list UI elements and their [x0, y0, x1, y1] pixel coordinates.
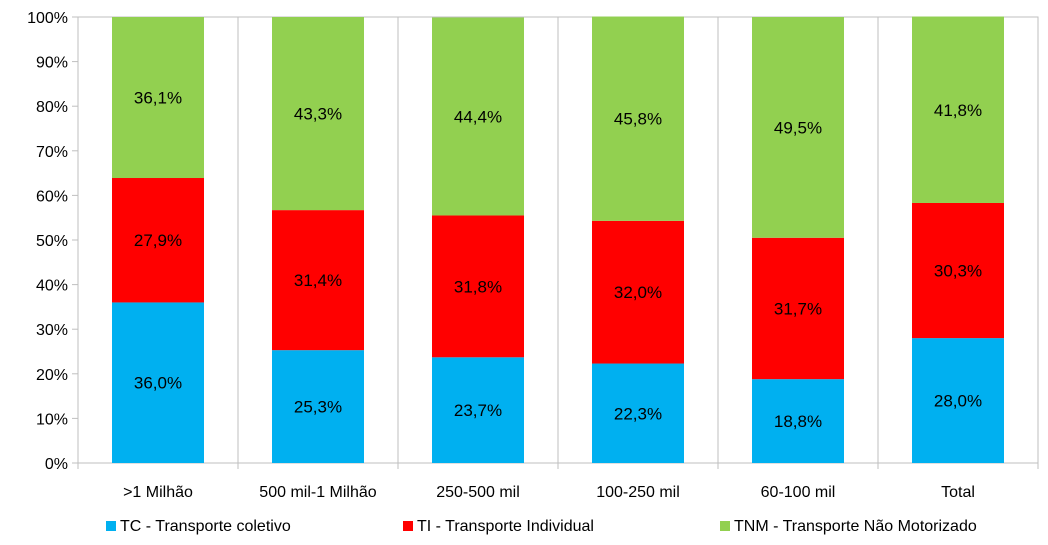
data-label: 28,0%: [934, 392, 982, 411]
x-tick-label: 250-500 mil: [436, 484, 520, 501]
data-label: 22,3%: [614, 404, 662, 423]
data-label: 45,8%: [614, 110, 662, 129]
bar-segment: [272, 210, 364, 351]
data-label: 25,3%: [294, 398, 342, 417]
legend-swatch: [720, 521, 730, 531]
data-label: 31,7%: [774, 299, 822, 318]
bar-segment: [272, 350, 364, 463]
bar-segment: [912, 16, 1004, 203]
y-tick-label: 70%: [36, 144, 68, 161]
bar-segment: [752, 17, 844, 238]
bar-segment: [752, 379, 844, 463]
x-tick-label: 60-100 mil: [761, 484, 836, 501]
data-label: 49,5%: [774, 118, 822, 137]
data-label: 31,4%: [294, 271, 342, 290]
y-tick-label: 0%: [45, 456, 68, 473]
y-tick-label: 60%: [36, 188, 68, 205]
legend-swatch: [106, 521, 116, 531]
bar-segment: [432, 357, 524, 463]
data-label: 36,0%: [134, 374, 182, 393]
y-tick-label: 20%: [36, 367, 68, 384]
bar-segment: [432, 215, 524, 358]
x-tick-label: >1 Milhão: [123, 484, 193, 501]
data-label: 23,7%: [454, 401, 502, 420]
data-label: 41,8%: [934, 101, 982, 120]
data-label: 44,4%: [454, 107, 502, 126]
y-tick-label: 10%: [36, 411, 68, 428]
y-tick-label: 100%: [27, 10, 68, 27]
bar-segment: [112, 178, 204, 303]
y-tick-label: 30%: [36, 322, 68, 339]
data-label: 27,9%: [134, 231, 182, 250]
data-label: 36,1%: [134, 89, 182, 108]
data-label: 18,8%: [774, 412, 822, 431]
data-label: 32,0%: [614, 283, 662, 302]
bar-segment: [112, 302, 204, 463]
bar-segment: [752, 237, 844, 380]
x-tick-label: 500 mil-1 Milhão: [259, 484, 376, 501]
x-tick-label: 100-250 mil: [596, 484, 680, 501]
y-tick-label: 40%: [36, 278, 68, 295]
bar-segment: [912, 202, 1004, 339]
y-tick-label: 90%: [36, 55, 68, 72]
legend-label: TNM - Transporte Não Motorizado: [734, 518, 977, 535]
y-tick-label: 50%: [36, 233, 68, 250]
y-tick-label: 80%: [36, 99, 68, 116]
legend-swatch: [403, 521, 413, 531]
x-tick-label: Total: [941, 484, 975, 501]
bar-segment: [112, 17, 204, 179]
bar-segment: [912, 338, 1004, 463]
bar-segment: [272, 17, 364, 211]
legend-label: TI - Transporte Individual: [417, 518, 594, 535]
bar-segment: [592, 16, 684, 221]
bar-segment: [592, 363, 684, 463]
bar-segment: [592, 220, 684, 364]
data-label: 30,3%: [934, 262, 982, 281]
data-label: 31,8%: [454, 277, 502, 296]
legend-label: TC - Transporte coletivo: [120, 518, 291, 535]
bar-segment: [432, 17, 524, 216]
data-label: 43,3%: [294, 105, 342, 124]
